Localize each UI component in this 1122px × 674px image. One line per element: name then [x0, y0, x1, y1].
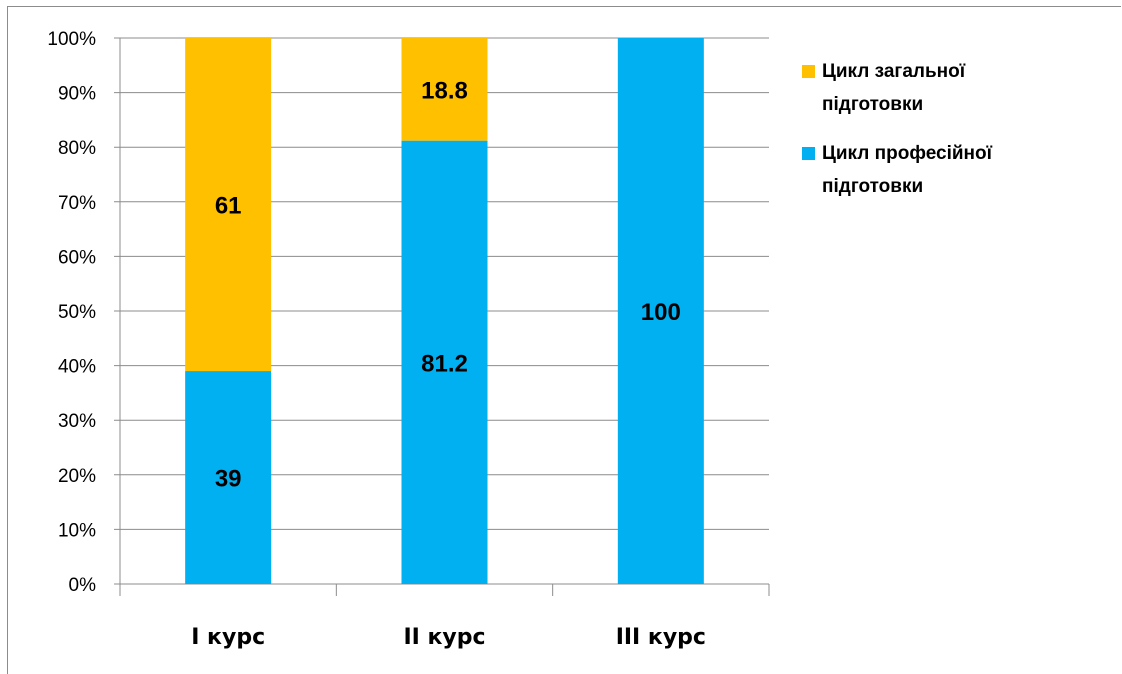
legend-label: підготовки: [822, 94, 923, 115]
y-tick-label: 10%: [58, 520, 96, 541]
y-tick-label: 30%: [58, 411, 96, 432]
bar-segment: [185, 38, 272, 372]
y-tick-label: 90%: [58, 84, 96, 105]
legend-label: Цикл загальної: [822, 61, 966, 82]
y-tick-label: 80%: [58, 138, 96, 159]
data-label: 81.2: [421, 350, 468, 377]
bar-segment: [617, 38, 704, 584]
chart-frame: [7, 6, 1121, 674]
y-tick-label: 50%: [58, 302, 96, 323]
x-category-label: I курс: [191, 625, 265, 650]
data-label: 39: [215, 466, 242, 493]
y-tick-label: 70%: [58, 193, 96, 214]
data-label: 61: [215, 193, 242, 220]
data-label: 18.8: [421, 77, 468, 104]
y-tick-label: 60%: [58, 247, 96, 268]
legend-swatch: [802, 147, 815, 160]
legend-label: підготовки: [822, 176, 923, 197]
legend-swatch: [802, 65, 815, 78]
bar-segment: [401, 38, 488, 141]
data-label: 100: [641, 299, 681, 326]
x-category-label: II курс: [403, 625, 485, 650]
bar-segment: [401, 140, 488, 584]
y-tick-label: 0%: [69, 575, 97, 596]
y-tick-label: 20%: [58, 466, 96, 487]
x-category-label: III курс: [616, 625, 706, 650]
bar-segment: [185, 371, 272, 584]
legend-label: Цикл професійної: [822, 143, 993, 164]
y-tick-label: 100%: [47, 29, 96, 50]
y-tick-label: 40%: [58, 357, 96, 378]
